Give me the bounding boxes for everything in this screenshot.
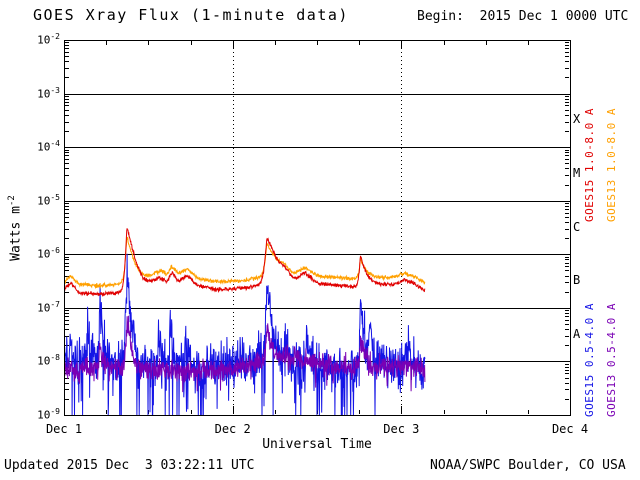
chart-title: GOES Xray Flux (1-minute data) [33, 6, 349, 24]
begin-time-label: Begin: 2015 Dec 1 0000 UTC [417, 9, 629, 24]
legend-goes13-short: GOES13 0.5-4.0 A [605, 303, 618, 417]
y-axis-title: Watts m-2 [4, 168, 24, 288]
plot-border [64, 40, 571, 416]
updated-timestamp: Updated 2015 Dec 3 03:22:11 UTC [4, 458, 255, 473]
y-axis-title-text: Watts m [8, 206, 24, 261]
legend-goes13-long: GOES13 1.0-8.0 A [605, 108, 618, 222]
series-path-GOES15-0.5-4.0 [64, 253, 426, 415]
series-path-GOES13-0.5-4.0 [64, 315, 426, 393]
series-path-GOES13-1.0-8.0 [64, 236, 426, 290]
x-axis-title: Universal Time [262, 437, 372, 452]
legend-goes15-short: GOES15 0.5-4.0 A [583, 303, 596, 417]
series-path-GOES15-1.0-8.0 [64, 228, 426, 298]
credit-label: NOAA/SWPC Boulder, CO USA [430, 458, 626, 473]
legend-goes15-long: GOES15 1.0-8.0 A [583, 108, 596, 222]
y-axis-title-exponent: -2 [7, 195, 17, 207]
